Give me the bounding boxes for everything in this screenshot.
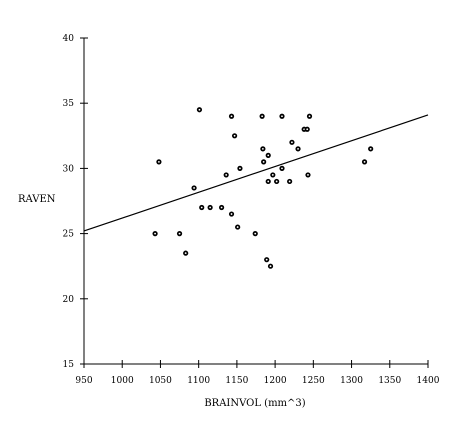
y-tick-label: 15: [63, 360, 75, 370]
y-tick-label: 40: [63, 34, 75, 44]
data-point: [231, 133, 238, 139]
data-point: [252, 231, 258, 237]
y-axis-title: RAVEN: [18, 194, 56, 205]
data-point: [156, 159, 162, 165]
data-point: [304, 126, 310, 132]
data-point: [270, 172, 276, 178]
data-point: [183, 250, 189, 256]
data-point: [207, 204, 213, 211]
x-tick-label: 1100: [187, 376, 210, 386]
data-point: [287, 178, 293, 185]
data-point: [199, 204, 205, 211]
data-point: [279, 165, 285, 171]
data-point: [260, 146, 266, 152]
x-tick-label: 1400: [417, 376, 440, 386]
data-point: [228, 211, 235, 217]
x-tick-label: 950: [75, 376, 92, 386]
x-tick-label: 1050: [149, 376, 172, 386]
data-point: [279, 113, 285, 119]
data-point: [261, 159, 267, 165]
data-point: [237, 165, 243, 171]
data-point: [289, 139, 295, 145]
data-point: [176, 231, 183, 237]
y-tick-label: 30: [63, 164, 75, 174]
fit-line: [83, 114, 429, 232]
data-point: [265, 178, 271, 185]
data-point: [295, 146, 301, 152]
data-point: [196, 107, 203, 113]
x-tick-label: 1350: [378, 376, 401, 386]
data-points: [152, 107, 374, 269]
x-axis-title: BRAINVOL (mm^3): [204, 398, 305, 409]
data-point: [152, 231, 158, 237]
y-tick-label: 25: [63, 230, 75, 240]
data-point: [265, 152, 271, 158]
data-point: [191, 185, 197, 191]
data-point: [259, 113, 265, 119]
y-tick-label: 35: [63, 99, 75, 109]
fit-line-group: [83, 114, 429, 232]
data-point: [219, 204, 225, 211]
y-axis: 15 20 25 30 35 40: [63, 34, 88, 370]
data-point: [306, 113, 313, 119]
x-tick-label: 1150: [225, 376, 248, 386]
y-tick-label: 20: [63, 295, 75, 305]
x-tick-label: 1000: [111, 376, 134, 386]
x-tick-label: 1300: [340, 376, 363, 386]
data-point: [223, 172, 229, 178]
data-point: [274, 178, 280, 185]
data-point: [228, 113, 235, 119]
x-axis: 950 1000 1050 1100 1150 1200 1250 1300 1350 1400: [75, 360, 440, 386]
x-tick-label: 1200: [264, 376, 287, 386]
data-point: [267, 263, 274, 269]
data-point: [305, 172, 311, 178]
data-point: [235, 224, 241, 230]
x-tick-label: 1250: [302, 376, 325, 386]
data-point: [264, 257, 270, 263]
data-point: [368, 146, 374, 152]
data-point: [361, 159, 368, 165]
